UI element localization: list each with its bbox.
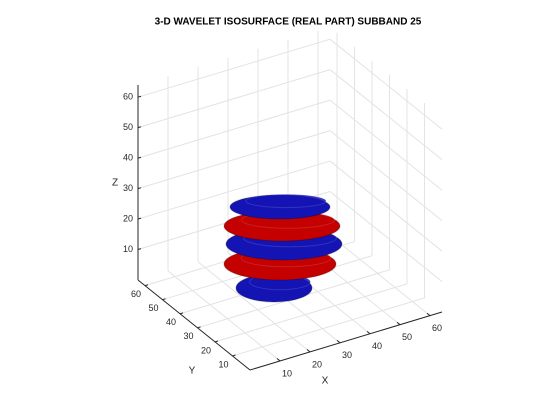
- z-tick: [137, 187, 142, 190]
- y-tick: [197, 326, 201, 329]
- x-tick: [276, 358, 281, 362]
- x-tick: [336, 340, 341, 344]
- y-axis: [137, 279, 251, 371]
- chart-title: 3-D WAVELET ISOSURFACE (REAL PART) SUBBA…: [155, 17, 422, 28]
- x-axis-label: X: [322, 376, 329, 387]
- y-tick: [144, 284, 149, 287]
- x-tick-label: 50: [402, 332, 412, 342]
- x-tick-label: 20: [312, 359, 322, 369]
- y-tick: [162, 298, 166, 301]
- z-tick: [137, 126, 142, 129]
- z-tick-label: 40: [123, 153, 133, 163]
- y-tick-label: 10: [218, 359, 228, 369]
- x-tick: [426, 312, 431, 317]
- z-tick: [137, 217, 142, 220]
- y-tick: [179, 312, 184, 315]
- grid-line: [214, 283, 408, 343]
- x-axis: [249, 311, 443, 371]
- x-tick-label: 30: [342, 350, 352, 360]
- x-tick-label: 60: [432, 323, 442, 333]
- grid-line: [329, 130, 443, 221]
- grid-line: [197, 261, 311, 353]
- y-tick: [214, 340, 219, 343]
- grid-line: [137, 38, 331, 98]
- z-tick-label: 60: [123, 92, 133, 102]
- x-tick-label: 10: [282, 368, 292, 378]
- x-tick: [306, 349, 311, 353]
- x-tick-label: 40: [372, 341, 382, 351]
- grid-line: [232, 297, 425, 357]
- y-tick: [232, 354, 236, 357]
- z-tick-label: 50: [123, 122, 133, 132]
- y-axis-label: Y: [189, 366, 196, 377]
- x-tick: [366, 330, 371, 335]
- surface-band-highlight: [245, 193, 327, 209]
- grid-line: [329, 99, 443, 191]
- y-tick-label: 20: [201, 345, 211, 355]
- y-tick-label: 40: [166, 317, 176, 327]
- z-tick-label: 10: [123, 244, 133, 254]
- grid-line: [137, 160, 331, 220]
- grid-line: [329, 38, 443, 130]
- z-tick: [137, 248, 142, 251]
- z-axis-label: Z: [112, 178, 118, 189]
- grid-line: [137, 69, 331, 129]
- x-tick: [396, 321, 401, 326]
- z-tick-label: 30: [123, 183, 133, 193]
- grid-line: [167, 270, 281, 362]
- isosurface: [223, 193, 343, 303]
- grid-line: [137, 99, 331, 159]
- grid-line: [329, 191, 443, 282]
- grid-line: [329, 69, 443, 161]
- y-tick-label: 30: [183, 331, 193, 341]
- y-tick-label: 50: [148, 303, 158, 313]
- grid-line: [137, 130, 331, 190]
- y-tick-label: 60: [131, 289, 141, 299]
- grid-line: [329, 160, 443, 252]
- z-tick: [137, 95, 142, 98]
- z-tick: [137, 156, 142, 159]
- z-tick-label: 20: [123, 213, 133, 223]
